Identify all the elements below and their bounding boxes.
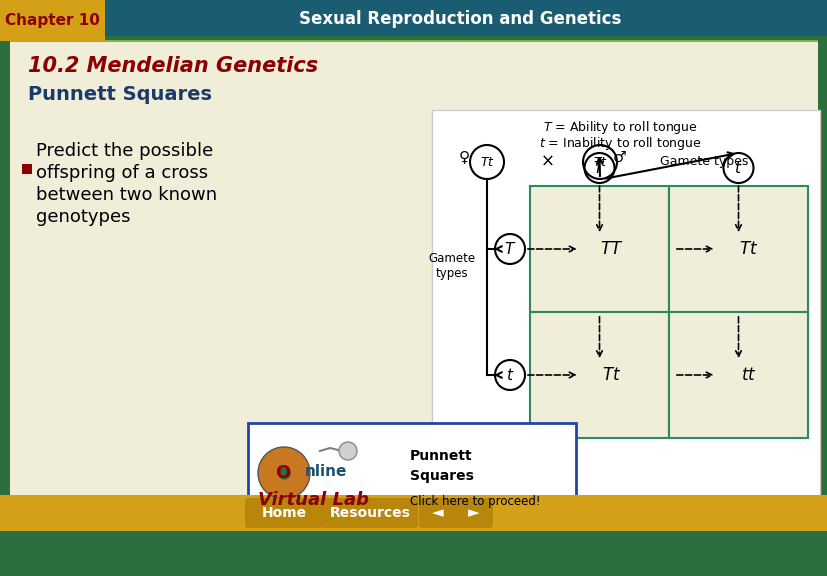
Text: O: O xyxy=(275,464,290,482)
Text: Punnett
Squares: Punnett Squares xyxy=(409,449,473,483)
Text: ♀: ♀ xyxy=(458,150,469,165)
Text: $\mathit{TT}$: $\mathit{TT}$ xyxy=(599,240,623,258)
Text: ►: ► xyxy=(467,506,480,521)
Text: Sexual Reproduction and Genetics: Sexual Reproduction and Genetics xyxy=(299,10,620,28)
FancyBboxPatch shape xyxy=(418,498,457,528)
Text: genotypes: genotypes xyxy=(36,208,131,226)
Text: offspring of a cross: offspring of a cross xyxy=(36,164,208,182)
Text: Punnett Squares: Punnett Squares xyxy=(28,85,212,104)
Text: $\mathit{Tt}$: $\mathit{Tt}$ xyxy=(479,156,494,169)
FancyBboxPatch shape xyxy=(322,498,418,528)
Text: $\mathit{T}$ = Ability to roll tongue: $\mathit{T}$ = Ability to roll tongue xyxy=(542,119,696,137)
Bar xyxy=(10,40,817,42)
Bar xyxy=(529,312,668,438)
Text: $\mathit{t}$: $\mathit{t}$ xyxy=(505,367,514,383)
FancyBboxPatch shape xyxy=(455,498,492,528)
Bar xyxy=(668,186,807,312)
Text: ×: × xyxy=(540,153,554,171)
Bar xyxy=(248,423,576,518)
Bar xyxy=(10,36,817,39)
Text: $\mathit{tt}$: $\mathit{tt}$ xyxy=(740,366,755,384)
Text: Predict the possible: Predict the possible xyxy=(36,142,213,160)
Text: 10.2 Mendelian Genetics: 10.2 Mendelian Genetics xyxy=(28,56,318,76)
Text: $\mathit{T}$: $\mathit{T}$ xyxy=(593,160,605,176)
Text: ◄: ◄ xyxy=(432,506,443,521)
Text: $\mathit{t}$: $\mathit{t}$ xyxy=(734,160,742,176)
Bar xyxy=(0,495,827,531)
Text: $\mathit{T}$: $\mathit{T}$ xyxy=(504,241,515,257)
Text: Gamete
types: Gamete types xyxy=(428,252,475,280)
Bar xyxy=(668,312,807,438)
Circle shape xyxy=(258,447,309,499)
Bar xyxy=(529,186,668,312)
Text: Click here to proceed!: Click here to proceed! xyxy=(409,495,540,507)
Bar xyxy=(0,0,827,36)
Text: $\mathit{Tt}$: $\mathit{Tt}$ xyxy=(738,240,758,258)
Text: $\mathit{t}$ = Inability to roll tongue: $\mathit{t}$ = Inability to roll tongue xyxy=(538,135,700,153)
Text: $\mathit{Tt}$: $\mathit{Tt}$ xyxy=(592,156,607,169)
Bar xyxy=(10,41,817,531)
Text: Resources: Resources xyxy=(329,506,410,520)
Circle shape xyxy=(338,442,356,460)
Text: Virtual Lab: Virtual Lab xyxy=(258,491,369,509)
Bar xyxy=(432,110,819,528)
Text: Chapter 10: Chapter 10 xyxy=(5,13,99,28)
Text: between two known: between two known xyxy=(36,186,217,204)
Bar xyxy=(22,164,32,174)
Text: $\mathit{Tt}$: $\mathit{Tt}$ xyxy=(601,366,620,384)
Text: Gamete types: Gamete types xyxy=(659,156,748,169)
FancyBboxPatch shape xyxy=(245,498,323,528)
Text: nline: nline xyxy=(304,464,347,479)
Text: Home: Home xyxy=(261,506,306,520)
Text: ♂: ♂ xyxy=(613,150,626,165)
Bar xyxy=(0,0,105,41)
